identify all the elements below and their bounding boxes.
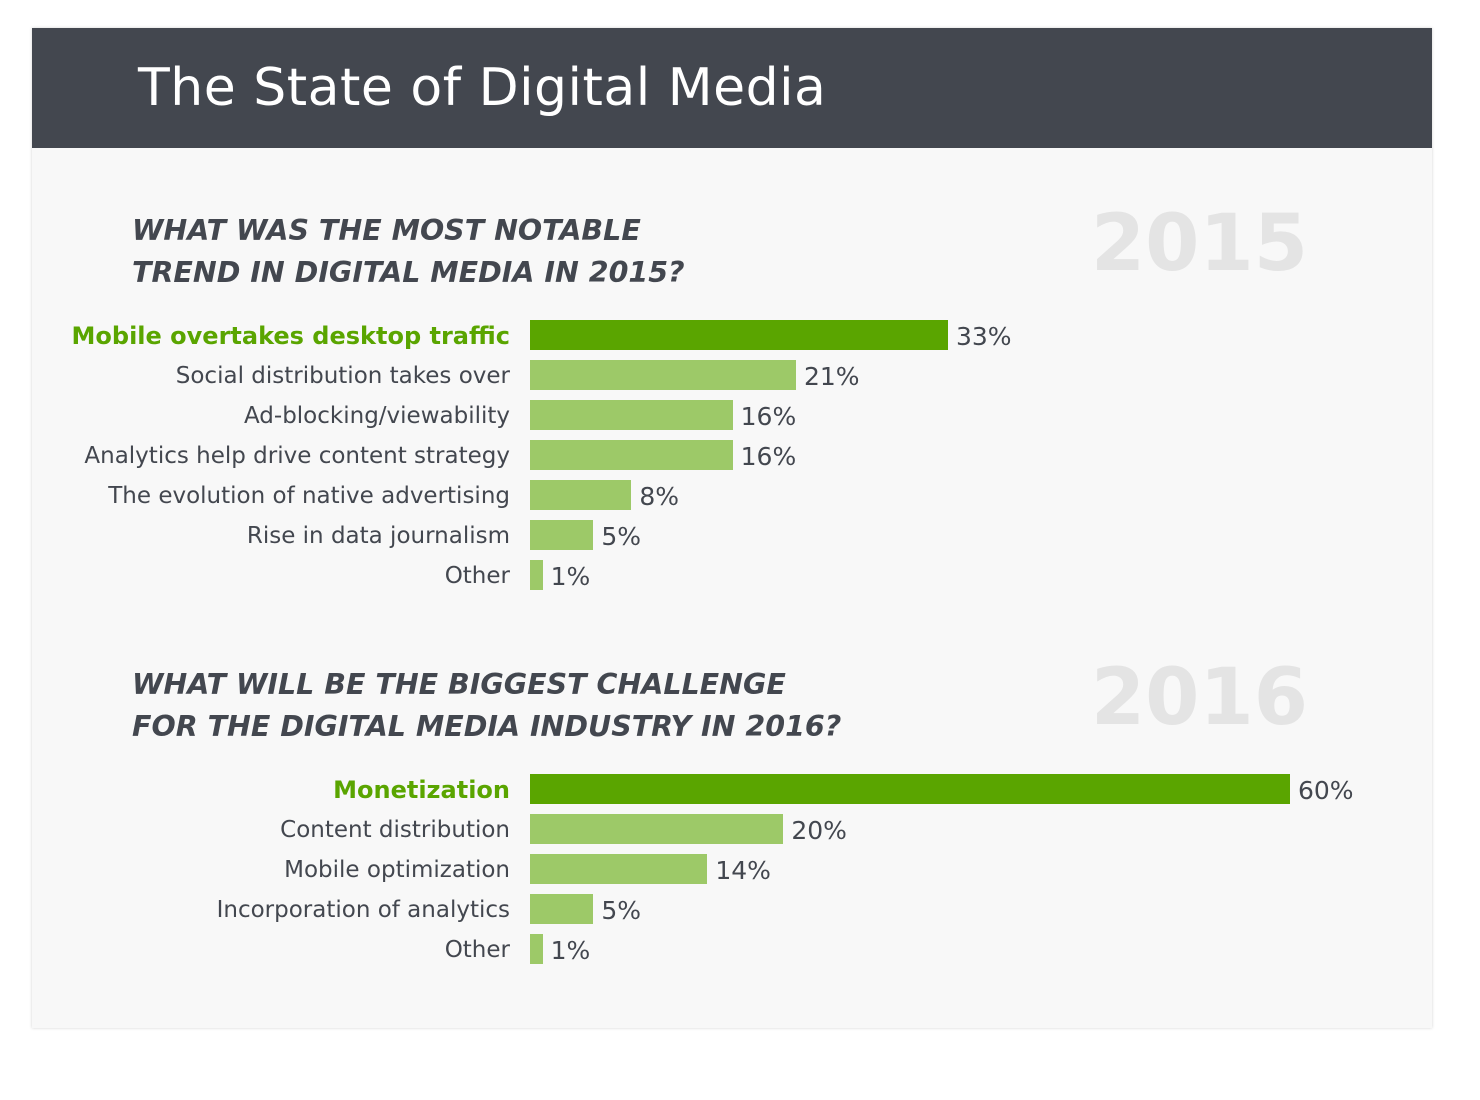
bar-value-label: 33% <box>956 322 1012 351</box>
bar <box>530 360 796 390</box>
chart-question-line-2: TREND IN DIGITAL MEDIA IN 2015? <box>132 256 685 289</box>
bar-value-label: 8% <box>639 482 679 511</box>
bar-value-label: 21% <box>804 362 860 391</box>
bar-category-label: Other <box>444 563 510 589</box>
bar <box>530 400 733 430</box>
bar-value-label: 5% <box>601 896 641 925</box>
bar-category-label: Monetization <box>333 776 510 804</box>
bar <box>530 774 1290 804</box>
bar <box>530 320 948 350</box>
bar-value-label: 20% <box>791 816 847 845</box>
header-banner: The State of Digital Media <box>32 28 1432 148</box>
bar-value-label: 1% <box>550 936 591 965</box>
bar-value-label: 16% <box>740 442 797 471</box>
year-watermark: 2015 <box>1090 199 1308 289</box>
bar-category-label: Other <box>444 937 510 963</box>
bar-category-label: Mobile optimization <box>284 857 510 883</box>
bar-category-label: Ad-blocking/viewability <box>243 403 510 429</box>
bar <box>530 814 784 844</box>
bar-category-label: Mobile overtakes desktop traffic <box>71 322 510 350</box>
chart-question-line-1: WHAT WAS THE MOST NOTABLE <box>132 214 641 247</box>
bar-value-label: 16% <box>740 402 797 431</box>
bar <box>530 894 594 924</box>
year-watermark: 2016 <box>1090 653 1308 743</box>
page-title: The State of Digital Media <box>138 58 827 118</box>
bar <box>530 520 594 550</box>
bar-category-label: Social distribution takes over <box>175 363 510 389</box>
bar-value-label: 14% <box>715 856 771 885</box>
bar <box>530 854 708 884</box>
bar-value-label: 60% <box>1298 776 1354 805</box>
infographic-card: The State of Digital Media WHAT WAS THE … <box>32 28 1432 1028</box>
bar-value-label: 5% <box>601 522 641 551</box>
chart-question: WHAT WAS THE MOST NOTABLE TREND IN DIGIT… <box>132 210 685 294</box>
bar <box>530 480 632 510</box>
bar-category-label: Content distribution <box>280 817 510 843</box>
bar-value-label: 1% <box>550 562 591 591</box>
bar <box>530 560 543 590</box>
chart-question: WHAT WILL BE THE BIGGEST CHALLENGE FOR T… <box>132 664 841 748</box>
bar <box>530 440 733 470</box>
bar <box>530 934 543 964</box>
chart-question-line-2: FOR THE DIGITAL MEDIA INDUSTRY IN 2016? <box>132 710 842 743</box>
bar-category-label: Incorporation of analytics <box>216 897 510 923</box>
bar-category-label: Rise in data journalism <box>246 523 510 549</box>
chart-question-line-1: WHAT WILL BE THE BIGGEST CHALLENGE <box>132 668 786 701</box>
bar-category-label: Analytics help drive content strategy <box>84 443 510 469</box>
bar-category-label: The evolution of native advertising <box>108 483 510 509</box>
